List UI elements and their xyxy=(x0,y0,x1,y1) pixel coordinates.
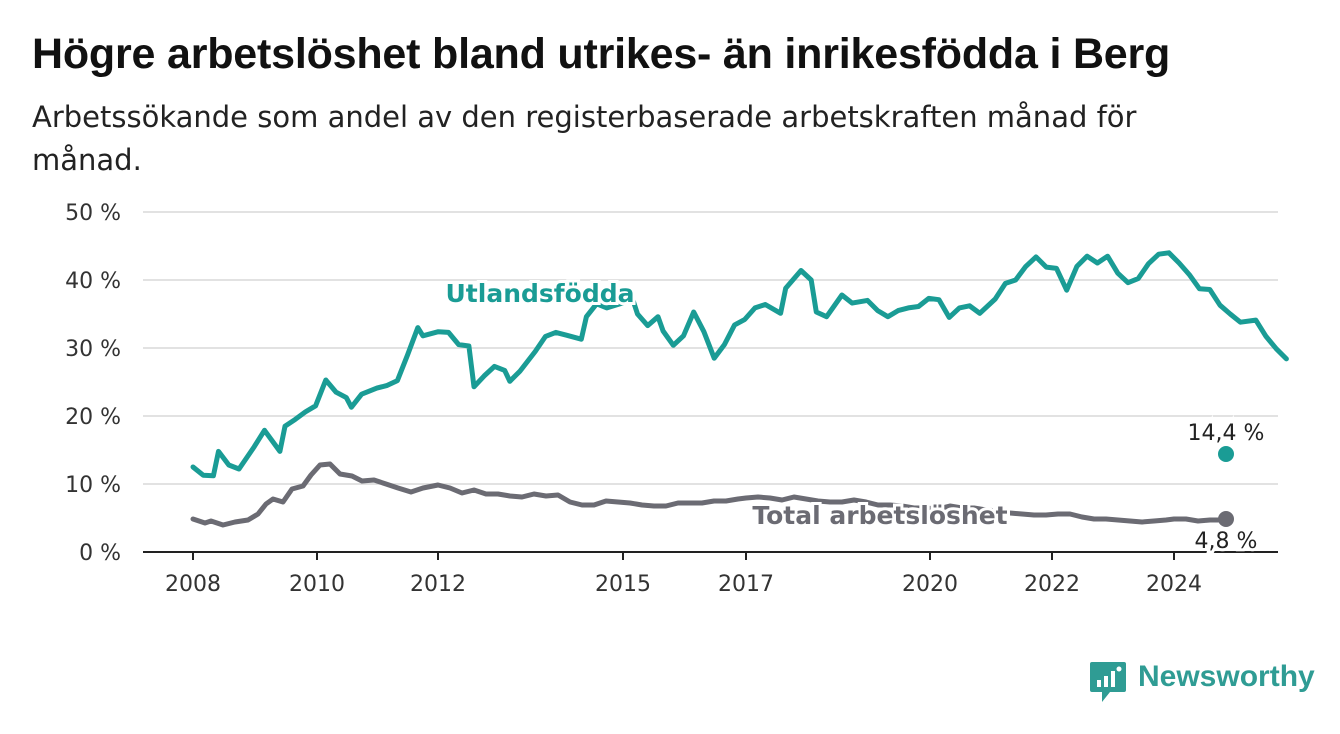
line-chart: 0 % 10 % 20 % 30 % 40 % 50 % 2008 2010 2012 2015… xyxy=(65,201,1289,597)
x-tick-label: 2024 xyxy=(1146,572,1202,597)
x-axis: 2008 2010 2012 2015 2017 2020 2022 2024 xyxy=(165,552,1202,597)
x-tick-label: 2008 xyxy=(165,572,221,597)
series-label-total: Total arbetslöshet xyxy=(752,501,1007,530)
y-tick-label: 20 % xyxy=(65,405,121,430)
chart-subtitle: Arbetssökande som andel av den registerb… xyxy=(32,100,1137,177)
y-axis: 0 % 10 % 20 % 30 % 40 % 50 % xyxy=(65,201,121,566)
y-tick-label: 0 % xyxy=(79,541,121,566)
series-line-utlandsfodda xyxy=(190,250,1289,479)
end-point-utlandsfodda xyxy=(1218,446,1234,462)
x-tick-label: 2010 xyxy=(289,572,345,597)
end-point-total xyxy=(1218,511,1234,527)
y-tick-label: 30 % xyxy=(65,337,121,362)
newsworthy-logo-text: Newsworthy xyxy=(1138,660,1315,693)
x-tick-label: 2017 xyxy=(718,572,774,597)
end-value-total: 4,8 % xyxy=(1195,529,1258,554)
y-tick-label: 50 % xyxy=(65,201,121,226)
series-labels: Utlandsfödda Total arbetslöshet 14,4 % 4,8 … xyxy=(443,276,1268,557)
x-tick-label: 2015 xyxy=(595,572,651,597)
x-tick-label: 2022 xyxy=(1024,572,1080,597)
series-lines xyxy=(190,250,1289,528)
y-tick-label: 40 % xyxy=(65,269,121,294)
series-line-total xyxy=(190,461,1229,528)
x-tick-label: 2020 xyxy=(902,572,958,597)
x-tick-label: 2012 xyxy=(410,572,466,597)
y-tick-label: 10 % xyxy=(65,473,121,498)
end-value-utlandsfodda: 14,4 % xyxy=(1188,421,1265,446)
newsworthy-logo-icon xyxy=(1090,662,1126,702)
series-label-utlandsfodda: Utlandsfödda xyxy=(446,279,635,308)
chart-title: Högre arbetslöshet bland utrikes- än inr… xyxy=(32,30,1171,78)
